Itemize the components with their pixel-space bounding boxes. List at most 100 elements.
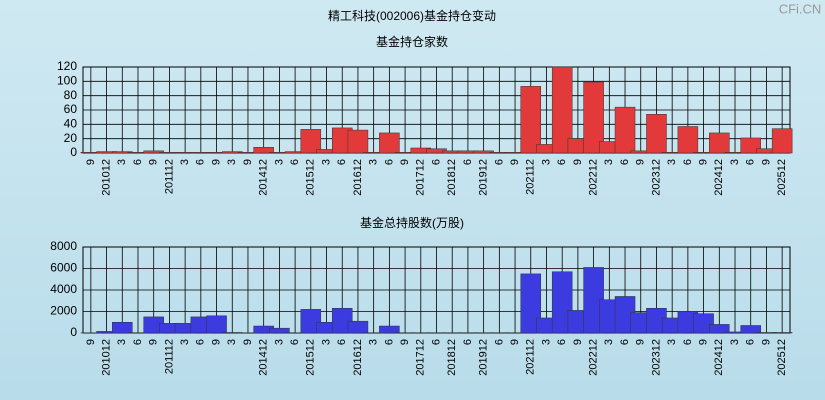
x-tick-label: 3	[666, 339, 678, 345]
x-tick-label: 3	[226, 339, 238, 345]
x-tick-label: 9	[635, 159, 647, 165]
x-tick-label: 6	[682, 339, 694, 345]
x-tick-label: 201112	[163, 339, 175, 374]
bar	[253, 147, 274, 154]
x-tick-label: 9	[148, 339, 160, 345]
bar	[551, 271, 573, 334]
x-tick-label: 201512	[305, 159, 317, 196]
bar	[709, 324, 730, 334]
x-tick-label: 6	[619, 159, 631, 165]
x-tick-label: 201412	[258, 339, 270, 376]
x-tick-label: 3	[273, 339, 285, 345]
y-tick-label: 20	[64, 131, 78, 145]
y-tick-label: 100	[57, 74, 77, 88]
bar	[771, 332, 793, 334]
y-tick-label: 40	[64, 117, 78, 131]
y-tick-label: 120	[57, 59, 77, 73]
x-tick-label: 202512	[776, 339, 788, 376]
x-tick-label: 6	[289, 339, 301, 345]
x-tick-label: 3	[179, 339, 191, 345]
x-tick-label: 202412	[713, 159, 725, 196]
x-tick-label: 202512	[776, 159, 788, 196]
x-tick-label: 3	[540, 159, 552, 165]
x-tick-label: 3	[116, 159, 128, 165]
bar	[473, 150, 494, 154]
x-tick-label: 201712	[415, 339, 427, 376]
x-tick-label: 201912	[478, 159, 490, 196]
bar	[331, 308, 353, 334]
x-tick-label: 201912	[478, 339, 490, 376]
x-tick-label: 3	[540, 339, 552, 345]
bar	[677, 126, 699, 154]
bar	[614, 106, 636, 154]
y-tick-label: 0	[70, 325, 77, 339]
x-tick-label: 3	[368, 339, 380, 345]
x-tick-label: 9	[697, 159, 709, 165]
x-tick-label: 6	[556, 339, 568, 345]
page-title: 精工科技(002006)基金持仓变动	[328, 8, 496, 23]
x-tick-label: 9	[148, 159, 160, 165]
x-tick-label: 3	[226, 159, 238, 165]
bar	[583, 81, 604, 154]
x-tick-label: 9	[210, 339, 222, 345]
x-tick-label: 202412	[713, 339, 725, 376]
x-tick-label: 9	[399, 159, 411, 165]
bar	[771, 128, 793, 154]
x-tick-label: 6	[383, 159, 395, 165]
x-tick-label: 201012	[100, 339, 112, 376]
x-tick-label: 3	[116, 339, 128, 345]
x-tick-label: 9	[572, 159, 584, 165]
x-tick-label: 201712	[415, 159, 427, 196]
bar	[709, 132, 730, 154]
x-tick-label: 202212	[588, 159, 600, 196]
x-tick-label: 3	[666, 159, 678, 165]
x-tick-label: 3	[603, 339, 615, 345]
x-tick-label: 9	[572, 339, 584, 345]
bar	[740, 325, 761, 334]
x-tick-label: 9	[509, 339, 521, 345]
y-tick-label: 80	[64, 88, 78, 102]
x-tick-label: 202212	[588, 339, 600, 376]
x-tick-label: 3	[320, 159, 332, 165]
x-tick-label: 6	[682, 159, 694, 165]
x-tick-label: 6	[132, 159, 144, 165]
bar	[143, 150, 164, 154]
bar	[347, 129, 369, 154]
x-tick-label: 202312	[650, 159, 662, 196]
bar	[379, 132, 400, 154]
x-tick-label: 6	[556, 159, 568, 165]
watermark: CFi.CN	[779, 1, 822, 16]
x-tick-label: 6	[493, 159, 505, 165]
x-tick-label: 9	[697, 339, 709, 345]
x-tick-label: 202312	[650, 339, 662, 376]
x-tick-label: 9	[210, 159, 222, 165]
x-tick-label: 9	[242, 159, 254, 165]
x-tick-label: 201612	[352, 339, 364, 376]
bar	[379, 325, 400, 334]
x-tick-label: 6	[336, 339, 348, 345]
x-tick-label: 9	[635, 339, 647, 345]
bar	[269, 327, 290, 334]
x-tick-label: 201612	[352, 159, 364, 196]
x-tick-label: 3	[320, 339, 332, 345]
x-tick-label: 9	[85, 159, 97, 165]
x-tick-label: 6	[462, 339, 474, 345]
x-tick-label: 9	[242, 339, 254, 345]
x-tick-label: 6	[619, 339, 631, 345]
x-tick-label: 6	[195, 339, 207, 345]
x-tick-label: 201412	[258, 159, 270, 196]
bar	[300, 129, 322, 154]
x-tick-label: 6	[462, 159, 474, 165]
x-tick-label: 201812	[446, 159, 458, 196]
x-tick-label: 9	[399, 339, 411, 345]
x-tick-label: 6	[745, 339, 757, 345]
bar	[206, 315, 227, 334]
x-tick-label: 6	[195, 159, 207, 165]
bar	[112, 322, 133, 334]
x-tick-label: 6	[430, 339, 442, 345]
x-tick-label: 201012	[100, 159, 112, 196]
x-tick-label: 9	[760, 159, 772, 165]
bar	[740, 137, 761, 154]
x-tick-label: 6	[336, 159, 348, 165]
chart-title: 基金持仓家数	[376, 34, 448, 49]
